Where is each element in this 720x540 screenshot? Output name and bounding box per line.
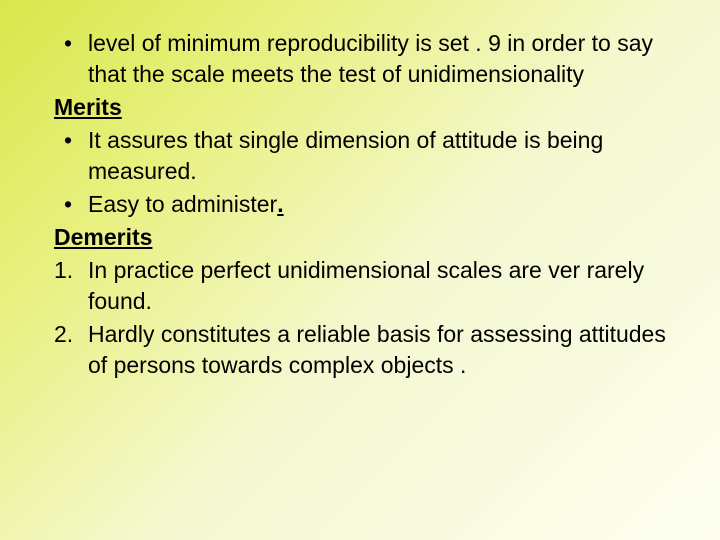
number-marker: 2.	[50, 319, 88, 381]
bullet-text-pre: Easy to administer	[88, 191, 277, 217]
bullet-item-3: • Easy to administer.	[50, 189, 670, 220]
bullet-item-1: • level of minimum reproducibility is se…	[50, 28, 670, 90]
number-marker: 1.	[50, 255, 88, 317]
bullet-text: level of minimum reproducibility is set …	[88, 28, 670, 90]
bullet-text: It assures that single dimension of atti…	[88, 125, 670, 187]
heading-merits: Merits	[50, 92, 670, 123]
bullet-text-period: .	[277, 191, 283, 217]
numbered-item-2: 2. Hardly constitutes a reliable basis f…	[50, 319, 670, 381]
bullet-text: Easy to administer.	[88, 189, 670, 220]
bullet-marker: •	[50, 28, 88, 90]
bullet-item-2: • It assures that single dimension of at…	[50, 125, 670, 187]
slide-content: • level of minimum reproducibility is se…	[0, 0, 720, 540]
heading-demerits: Demerits	[50, 222, 670, 253]
bullet-marker: •	[50, 189, 88, 220]
numbered-item-1: 1. In practice perfect unidimensional sc…	[50, 255, 670, 317]
bullet-marker: •	[50, 125, 88, 187]
number-text: Hardly constitutes a reliable basis for …	[88, 319, 670, 381]
number-text: In practice perfect unidimensional scale…	[88, 255, 670, 317]
